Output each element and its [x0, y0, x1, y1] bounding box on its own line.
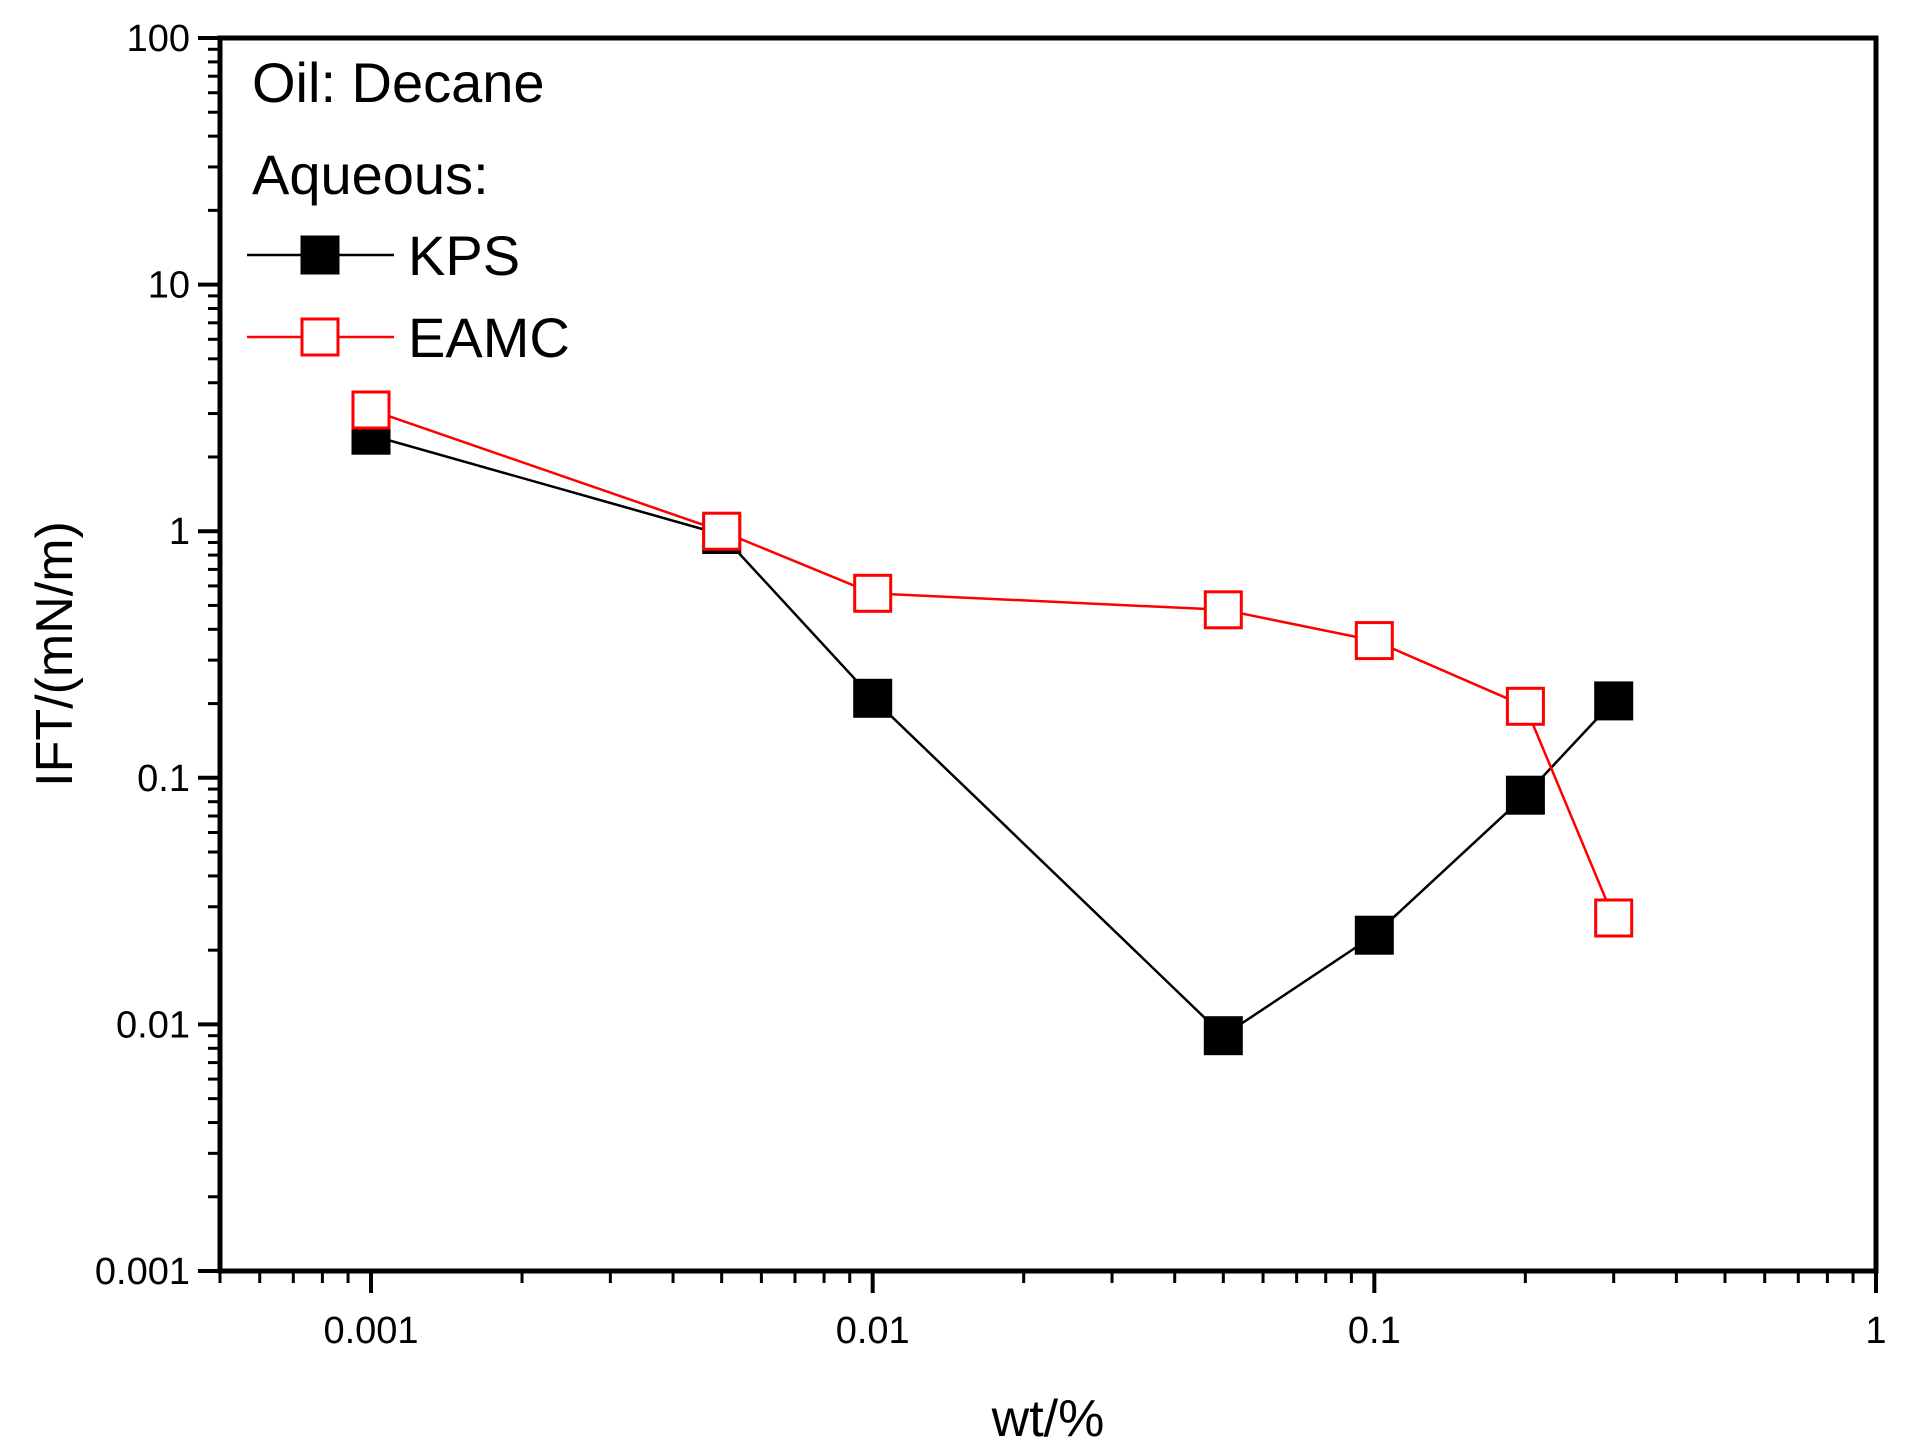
eamc-series-line [370, 408, 1615, 919]
eamc-point [853, 573, 893, 613]
eamc-point [1354, 621, 1394, 661]
series-layer [351, 390, 1634, 1056]
y-tick-label: 1 [169, 511, 190, 553]
eamc-point [351, 390, 391, 430]
kps-point [1594, 681, 1634, 721]
kps-point [1354, 915, 1394, 955]
kps-series-line [370, 433, 1615, 1038]
y-axis-title: IFT/(mN/m) [26, 521, 84, 787]
legend-kps-label: KPS [408, 224, 520, 287]
legend-kps-marker [300, 235, 340, 275]
kps-point [853, 678, 893, 718]
eamc-point [1594, 898, 1634, 938]
y-tick-label: 0.1 [137, 758, 190, 800]
x-tick-label: 0.01 [836, 1310, 910, 1352]
legend-eamc-label: EAMC [408, 306, 570, 369]
eamc-point [1203, 590, 1243, 630]
y-tick-label: 0.01 [116, 1004, 190, 1046]
x-tick-label: 0.001 [323, 1310, 418, 1352]
y-tick-label: 0.001 [95, 1251, 190, 1293]
x-tick-label: 1 [1865, 1310, 1886, 1352]
axis-ticks [198, 36, 1878, 1293]
y-tick-label: 10 [148, 265, 190, 307]
legend-oil-label: Oil: Decane [252, 51, 545, 114]
eamc-point [702, 511, 742, 551]
legend-aqueous-label: Aqueous: [252, 143, 489, 206]
y-tick-label: 100 [127, 18, 190, 60]
eamc-point [1505, 686, 1545, 726]
legend-eamc-marker [300, 317, 340, 357]
kps-point [1203, 1016, 1243, 1056]
legend: Oil: Decane Aqueous: KPS EAMC [247, 51, 570, 369]
x-tick-label: 0.1 [1348, 1310, 1401, 1352]
x-axis-title: wt/% [991, 1390, 1105, 1448]
tick-labels: 0.001 0.01 0.1 1 10 100 0.001 0.01 0.1 1 [95, 18, 1887, 1352]
kps-point [1505, 775, 1545, 815]
plot-frame [217, 35, 1879, 1274]
